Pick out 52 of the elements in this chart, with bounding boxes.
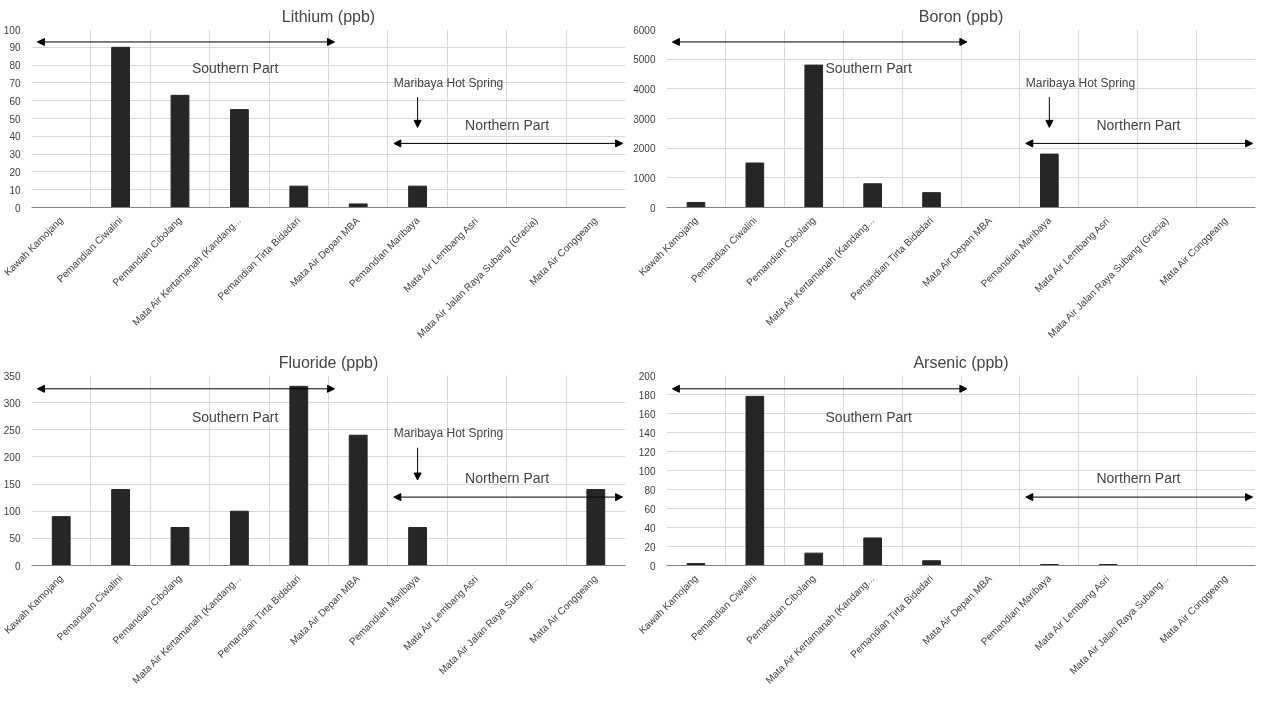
y-tick-label: 4000 xyxy=(633,83,656,95)
y-tick-label: 40 xyxy=(9,131,21,143)
annotation: Northern Part xyxy=(465,469,550,486)
chart-title: Lithium (ppb) xyxy=(281,7,376,25)
y-tick-label: 90 xyxy=(9,42,21,54)
annotation: Maribaya Hot Spring xyxy=(393,426,504,441)
y-tick-label: 100 xyxy=(638,465,656,477)
y-tick-label: 40 xyxy=(644,522,656,534)
chart-title: Arsenic (ppb) xyxy=(913,353,1009,371)
y-tick-label: 150 xyxy=(3,479,21,491)
y-tick-label: 0 xyxy=(649,560,656,572)
y-tick-label: 200 xyxy=(638,370,656,382)
y-tick-label: 250 xyxy=(3,424,21,436)
y-tick-label: 2000 xyxy=(633,143,656,155)
y-tick-label: 70 xyxy=(9,77,21,89)
y-tick-label: 80 xyxy=(9,60,21,72)
annotation: Southern Part xyxy=(191,408,279,425)
y-tick-label: 30 xyxy=(9,149,21,161)
y-tick-label: 6000 xyxy=(633,24,656,36)
y-tick-label: 100 xyxy=(3,506,21,518)
y-tick-label: 200 xyxy=(3,451,21,463)
annotation: Northern Part xyxy=(1096,116,1181,133)
y-tick-label: 140 xyxy=(638,427,656,439)
chart-title: Boron (ppb) xyxy=(918,7,1004,25)
y-tick-label: 60 xyxy=(644,503,656,515)
annotation: Southern Part xyxy=(825,408,913,425)
annotation: Maribaya Hot Spring xyxy=(1025,76,1136,91)
annotation: Southern Part xyxy=(191,59,279,76)
y-tick-label: 50 xyxy=(9,533,21,545)
y-tick-label: 50 xyxy=(9,113,21,125)
y-tick-label: 3000 xyxy=(633,113,656,125)
y-tick-label: 120 xyxy=(638,446,656,458)
y-tick-label: 20 xyxy=(9,166,21,178)
y-tick-label: 0 xyxy=(14,560,21,572)
y-tick-label: 0 xyxy=(649,202,656,214)
y-tick-label: 80 xyxy=(644,484,656,496)
y-tick-label: 1000 xyxy=(633,172,656,184)
y-tick-label: 180 xyxy=(638,389,656,401)
annotation: Northern Part xyxy=(465,116,550,133)
y-tick-label: 160 xyxy=(638,408,656,420)
y-tick-label: 5000 xyxy=(633,54,656,66)
y-tick-label: 100 xyxy=(3,24,21,36)
y-tick-label: 0 xyxy=(14,202,21,214)
annotation: Southern Part xyxy=(825,59,913,76)
y-tick-label: 350 xyxy=(3,370,21,382)
chart-title: Fluoride (ppb) xyxy=(278,353,379,371)
annotation: Maribaya Hot Spring xyxy=(393,76,504,91)
annotation: Northern Part xyxy=(1096,469,1181,486)
y-tick-label: 60 xyxy=(9,95,21,107)
y-tick-label: 300 xyxy=(3,397,21,409)
y-tick-label: 20 xyxy=(644,541,656,553)
y-tick-label: 10 xyxy=(9,184,21,196)
